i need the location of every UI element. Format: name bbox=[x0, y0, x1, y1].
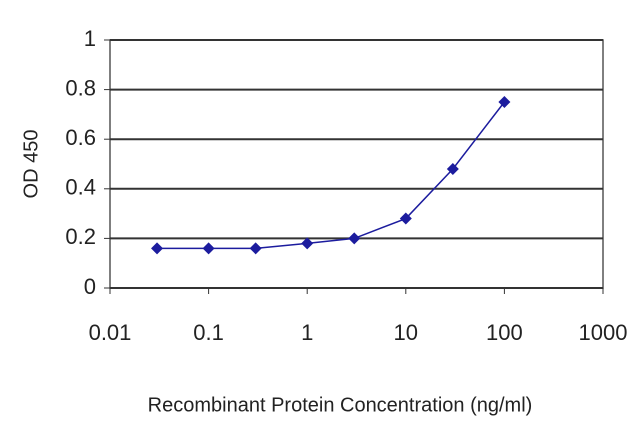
plot-area bbox=[109, 39, 604, 289]
y-tick-label: 0.8 bbox=[65, 75, 96, 100]
y-tick-label: 0 bbox=[84, 274, 96, 299]
y-tick-label: 0.2 bbox=[65, 224, 96, 249]
data-point bbox=[301, 237, 314, 250]
data-point bbox=[202, 242, 215, 255]
x-tick-label: 0.1 bbox=[193, 320, 224, 345]
data-point bbox=[446, 162, 459, 175]
data-point bbox=[249, 242, 262, 255]
y-tick-label: 0.6 bbox=[65, 125, 96, 150]
y-axis-label: OD 450 bbox=[20, 130, 42, 199]
x-tick-label: 1000 bbox=[579, 320, 628, 345]
data-point bbox=[399, 212, 412, 225]
x-tick-label: 100 bbox=[486, 320, 523, 345]
y-tick-label: 0.4 bbox=[65, 175, 96, 200]
series-line bbox=[157, 101, 505, 250]
x-tick-label: 0.01 bbox=[89, 320, 132, 345]
x-axis-label: Recombinant Protein Concentration (ng/ml… bbox=[148, 394, 533, 416]
data-point bbox=[498, 96, 511, 108]
data-point bbox=[151, 242, 164, 255]
x-tick-label: 10 bbox=[394, 320, 418, 345]
data-point bbox=[348, 232, 361, 245]
x-tick-label: 1 bbox=[301, 320, 313, 345]
y-tick-label: 1 bbox=[84, 26, 96, 51]
